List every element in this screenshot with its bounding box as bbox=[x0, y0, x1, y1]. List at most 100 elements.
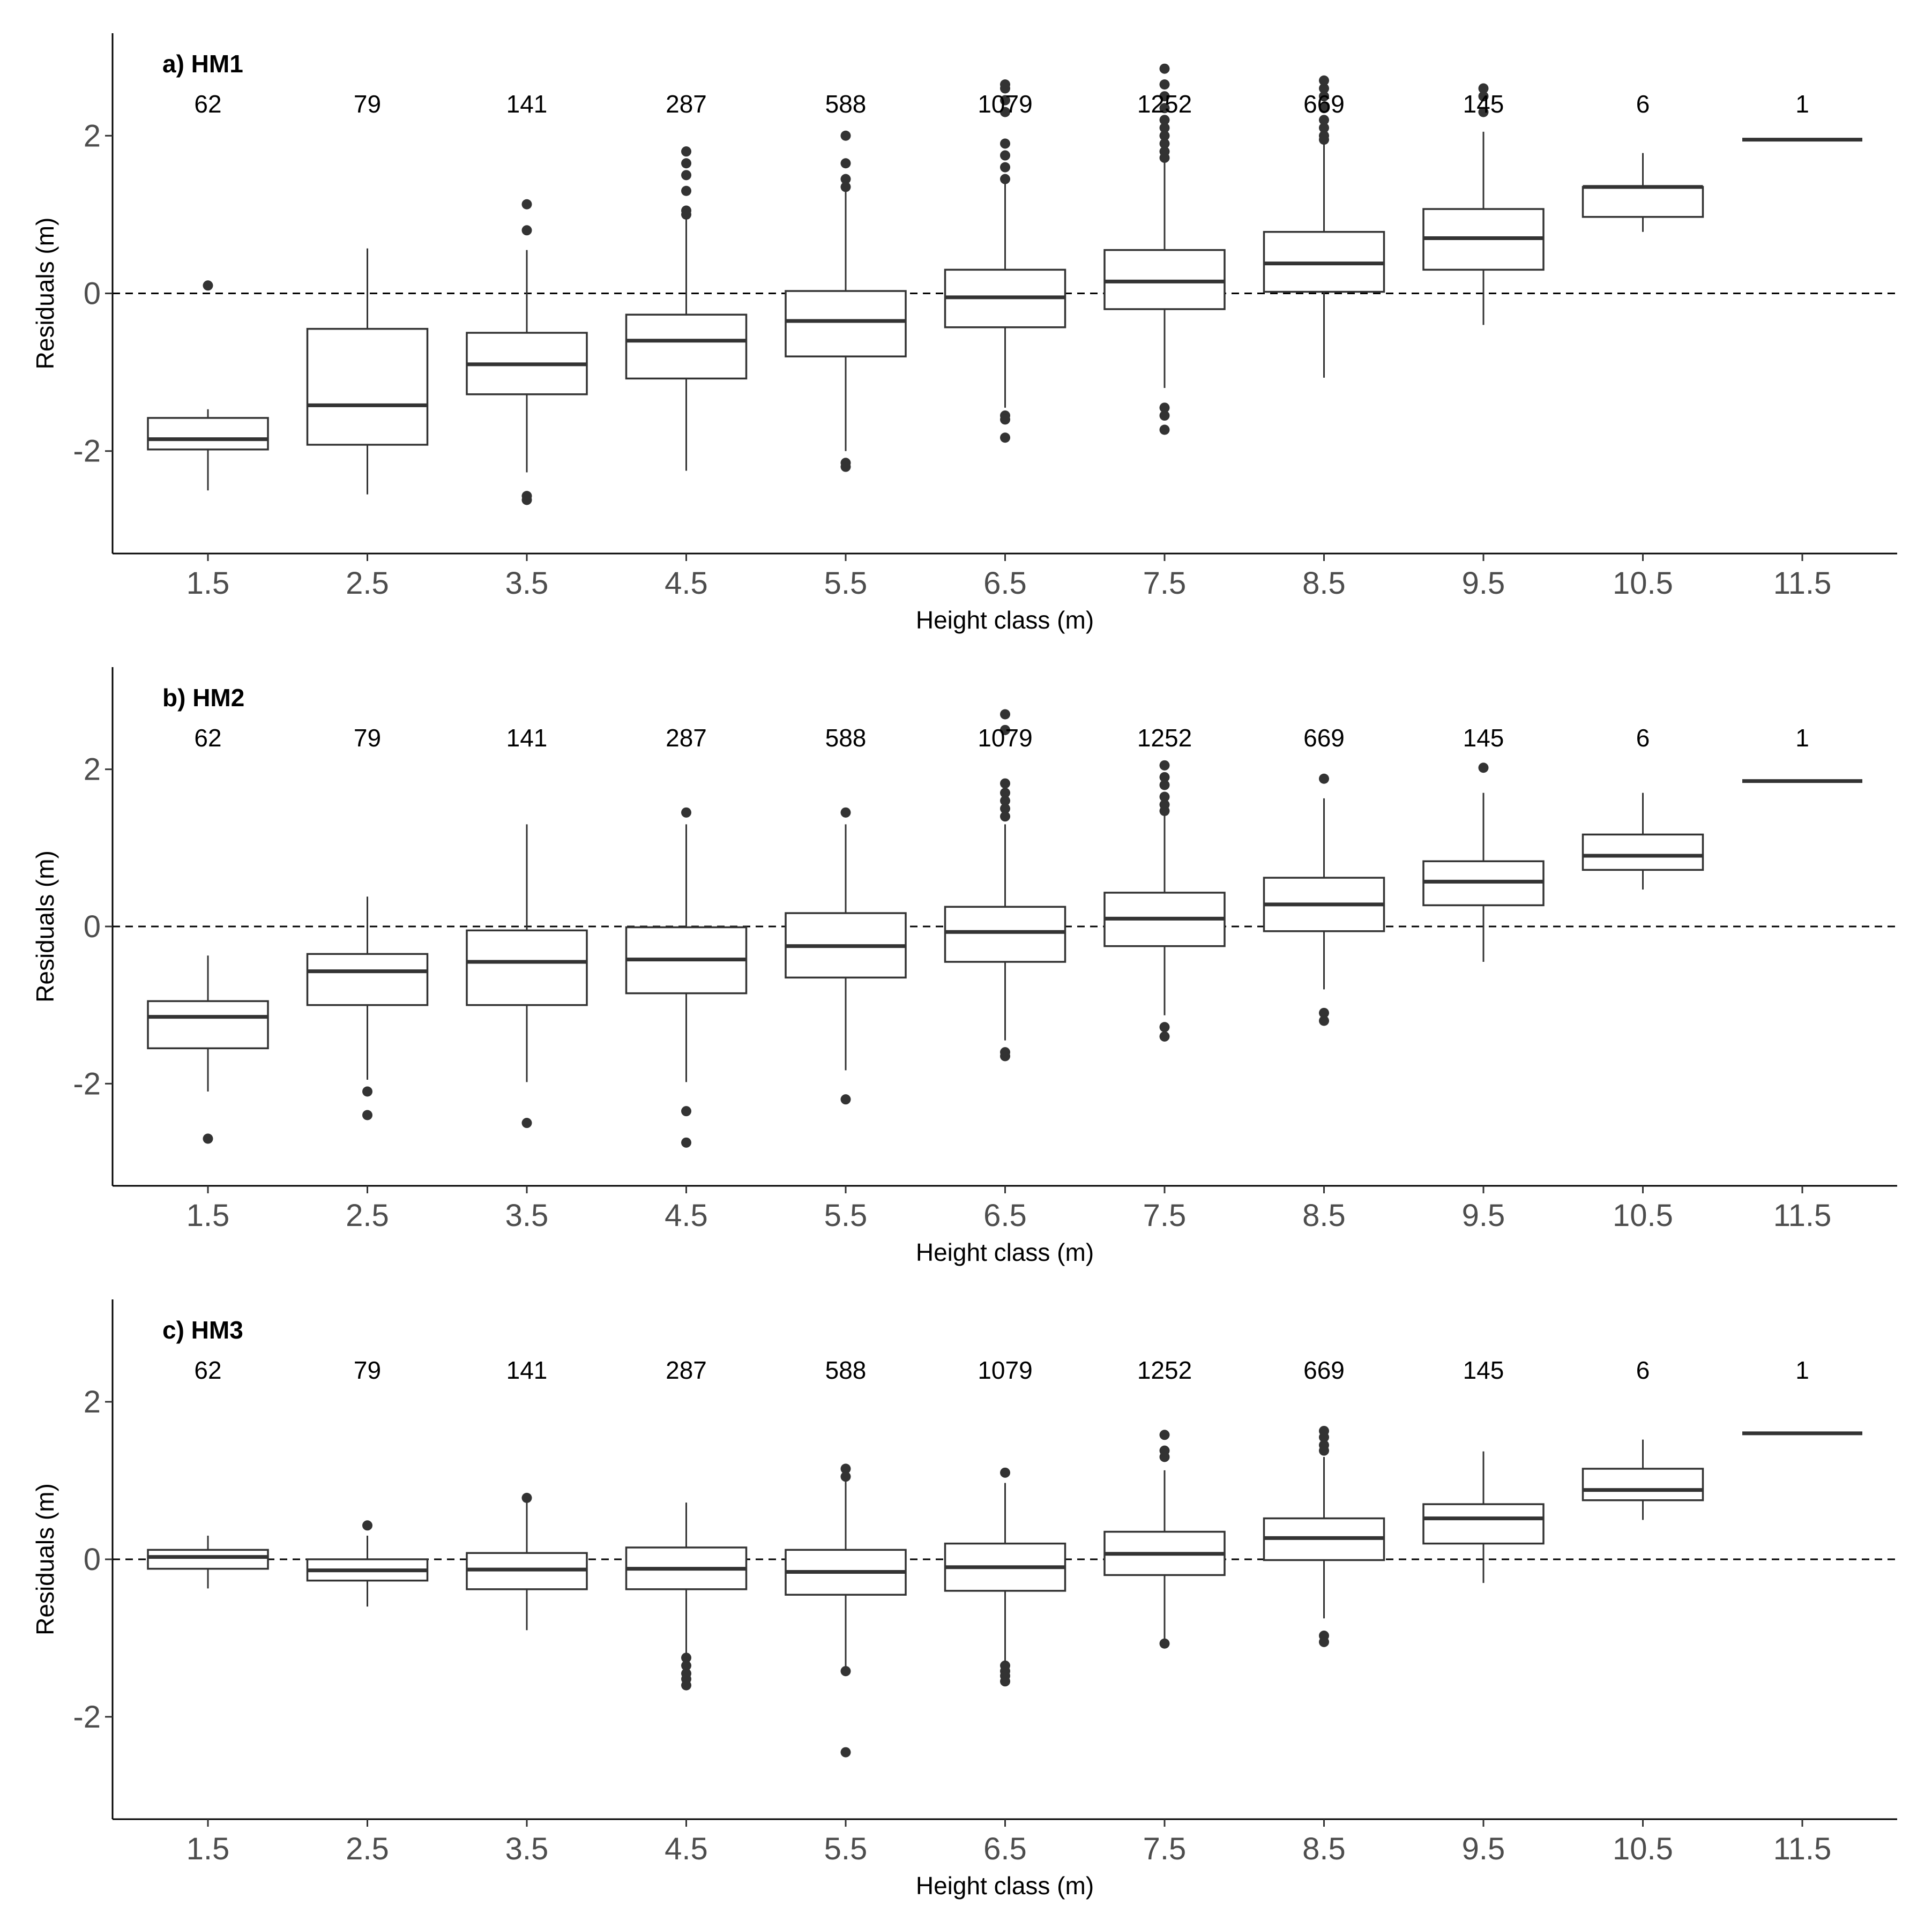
x-tick-label: 6.5 bbox=[983, 566, 1027, 601]
count-label: 588 bbox=[825, 90, 867, 118]
box-3.5 bbox=[466, 1492, 588, 1631]
outlier-point bbox=[521, 495, 532, 505]
outlier-point bbox=[1478, 107, 1489, 117]
count-label: 588 bbox=[825, 724, 867, 752]
count-label: 62 bbox=[194, 90, 221, 118]
y-axis-title: Residuals (m) bbox=[31, 1483, 59, 1635]
x-tick-label: 8.5 bbox=[1302, 1832, 1346, 1866]
x-tick-label: 4.5 bbox=[665, 566, 708, 601]
outlier-point bbox=[1000, 795, 1010, 806]
x-tick-label: 6.5 bbox=[983, 1198, 1027, 1233]
outlier-point bbox=[1159, 115, 1170, 125]
x-tick-label: 7.5 bbox=[1143, 1832, 1187, 1866]
box-5.5 bbox=[785, 1463, 907, 1758]
x-tick-label: 8.5 bbox=[1302, 1198, 1346, 1233]
box-7.5 bbox=[1103, 760, 1226, 1042]
box-6.5 bbox=[944, 79, 1066, 443]
outlier-point bbox=[1000, 1676, 1010, 1687]
outlier-point bbox=[681, 1137, 691, 1148]
outlier-point bbox=[1159, 1445, 1170, 1456]
outlier-point bbox=[1000, 803, 1010, 814]
count-label: 145 bbox=[1463, 724, 1504, 752]
x-tick-label: 4.5 bbox=[665, 1832, 708, 1866]
box-iqr bbox=[944, 906, 1066, 963]
x-tick-label: 2.5 bbox=[346, 1198, 389, 1233]
outlier-point bbox=[1159, 63, 1170, 74]
box-10.5 bbox=[1582, 793, 1704, 890]
count-label: 287 bbox=[666, 724, 707, 752]
panel-title: b) HM2 bbox=[162, 684, 244, 712]
outlier-point bbox=[1000, 79, 1010, 90]
box-9.5 bbox=[1422, 1451, 1545, 1583]
outlier-point bbox=[1159, 146, 1170, 157]
outlier-point bbox=[1159, 1638, 1170, 1649]
outlier-point bbox=[1319, 91, 1329, 102]
outlier-point bbox=[681, 1653, 691, 1663]
outlier-point bbox=[1319, 773, 1329, 784]
box-9.5 bbox=[1422, 83, 1545, 325]
x-tick-label: 1.5 bbox=[187, 1198, 230, 1233]
count-label: 1079 bbox=[978, 1356, 1032, 1384]
outlier-point bbox=[1000, 1467, 1010, 1478]
x-tick-label: 10.5 bbox=[1613, 1198, 1673, 1233]
outlier-point bbox=[1159, 402, 1170, 413]
x-tick-label: 10.5 bbox=[1613, 566, 1673, 601]
box-6.5 bbox=[944, 1467, 1066, 1687]
y-tick-label: 0 bbox=[84, 276, 101, 311]
box-iqr bbox=[306, 327, 429, 446]
outlier-point bbox=[681, 1106, 691, 1117]
box-4.5 bbox=[625, 146, 748, 471]
outlier-point bbox=[1159, 123, 1170, 133]
count-label: 6 bbox=[1636, 90, 1650, 118]
outlier-point bbox=[1159, 799, 1170, 810]
outlier-point bbox=[1159, 130, 1170, 141]
outlier-point bbox=[1000, 162, 1010, 173]
outlier-point bbox=[1319, 1425, 1329, 1436]
count-label: 287 bbox=[666, 90, 707, 118]
outlier-point bbox=[1159, 410, 1170, 421]
outlier-point bbox=[840, 461, 851, 472]
outlier-point bbox=[1319, 123, 1329, 133]
box-iqr bbox=[147, 1549, 269, 1570]
outlier-point bbox=[1000, 811, 1010, 822]
box-iqr bbox=[147, 417, 269, 451]
count-label: 287 bbox=[666, 1356, 707, 1384]
x-tick-label: 5.5 bbox=[824, 1832, 868, 1866]
box-4.5 bbox=[625, 807, 748, 1148]
x-axis-title: Height class (m) bbox=[916, 606, 1094, 634]
outlier-point bbox=[362, 1520, 372, 1531]
outlier-point bbox=[1159, 79, 1170, 90]
outlier-point bbox=[1319, 103, 1329, 114]
outlier-point bbox=[362, 1110, 372, 1120]
outlier-point bbox=[1159, 1430, 1170, 1440]
outlier-point bbox=[840, 1747, 851, 1758]
box-1.5 bbox=[147, 1535, 269, 1589]
count-label: 669 bbox=[1303, 90, 1345, 118]
outlier-point bbox=[681, 1660, 691, 1671]
x-tick-label: 11.5 bbox=[1773, 1198, 1832, 1233]
outlier-point bbox=[1159, 424, 1170, 435]
outlier-point bbox=[681, 146, 691, 157]
box-4.5 bbox=[625, 1503, 748, 1691]
box-iqr bbox=[785, 290, 907, 357]
x-axis-title: Height class (m) bbox=[916, 1872, 1094, 1900]
box-iqr bbox=[1103, 249, 1226, 310]
box-2.5 bbox=[306, 896, 429, 1120]
box-3.5 bbox=[466, 199, 588, 505]
x-tick-label: 9.5 bbox=[1462, 1198, 1505, 1233]
x-tick-label: 3.5 bbox=[505, 1198, 549, 1233]
box-1.5 bbox=[147, 280, 269, 491]
outlier-point bbox=[1159, 91, 1170, 102]
outlier-point bbox=[1000, 107, 1010, 117]
count-label: 1 bbox=[1795, 724, 1809, 752]
x-tick-label: 4.5 bbox=[665, 1198, 708, 1233]
count-label: 79 bbox=[354, 90, 381, 118]
x-tick-label: 8.5 bbox=[1302, 566, 1346, 601]
outlier-point bbox=[1319, 115, 1329, 125]
panel-title: a) HM1 bbox=[162, 50, 243, 78]
outlier-point bbox=[681, 185, 691, 196]
count-label: 6 bbox=[1636, 724, 1650, 752]
